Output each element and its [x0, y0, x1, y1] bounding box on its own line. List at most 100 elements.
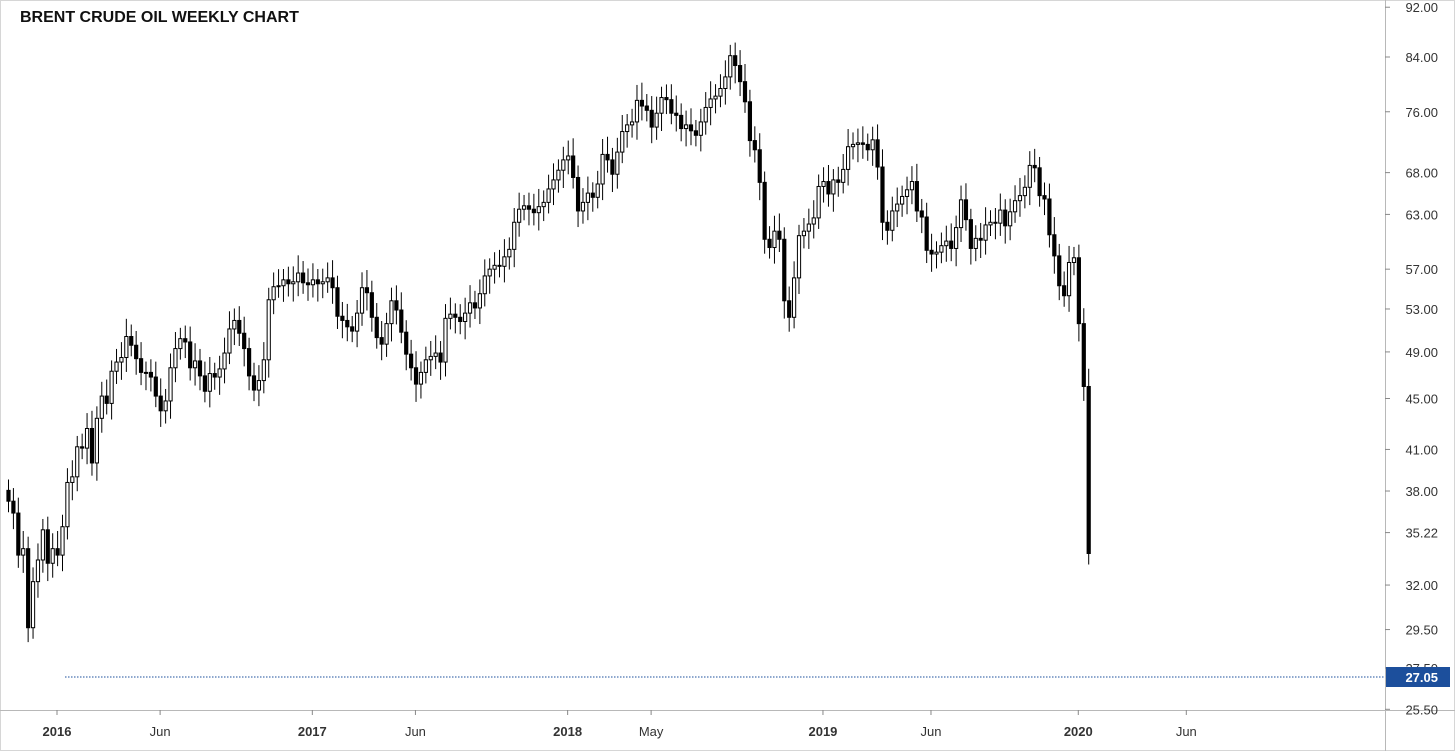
candle-body-down [752, 140, 757, 151]
candle [55, 530, 60, 567]
candle [610, 147, 615, 193]
candle [590, 182, 595, 212]
candle [129, 324, 134, 357]
candle-body-up [109, 370, 114, 404]
candle-body-down [413, 367, 419, 385]
candle [84, 413, 90, 465]
candle [850, 132, 856, 160]
candle [251, 362, 257, 402]
candle-body-down [674, 112, 679, 116]
candle-body-up [846, 146, 851, 170]
candle-body-up [256, 380, 262, 391]
candle [178, 327, 183, 360]
candle [286, 266, 291, 297]
candle [359, 272, 365, 326]
candle [99, 381, 104, 433]
candle-body-up [546, 188, 551, 203]
candle-body-up [796, 235, 802, 279]
candle-body-up [1008, 211, 1013, 227]
candle [320, 268, 325, 299]
candle-body-down [787, 300, 792, 318]
candle-body-down [237, 319, 242, 334]
y-tick-label: 76.00 [1405, 105, 1438, 120]
candle-body-down [251, 375, 257, 391]
candle [487, 258, 492, 294]
candle-body-down [860, 142, 865, 145]
candle [615, 137, 620, 189]
candle-body-up [359, 287, 365, 314]
candle-body-down [669, 99, 674, 114]
candle [1052, 217, 1057, 274]
candle [212, 362, 217, 390]
candle-body-down [747, 101, 753, 142]
candle [777, 213, 782, 253]
candle-body-down [1057, 255, 1062, 287]
candle [394, 285, 399, 325]
candle [836, 166, 841, 197]
candle-body-down [757, 149, 762, 183]
candle-body-up [850, 143, 856, 148]
candle [875, 124, 880, 180]
candle-body-up [143, 371, 149, 374]
candle-body-up [173, 348, 178, 369]
candle [806, 208, 811, 249]
candle [158, 378, 163, 427]
candle-body-up [1071, 257, 1077, 263]
candle-body-up [831, 179, 836, 195]
candle [502, 239, 507, 283]
candle [1027, 151, 1032, 206]
candle [404, 320, 409, 371]
candle-body-up [870, 139, 875, 151]
candle-body-down [153, 376, 158, 397]
y-tick-label: 32.00 [1405, 578, 1438, 593]
candle [413, 351, 419, 402]
candle-body-up [217, 368, 222, 378]
candle [355, 299, 360, 348]
candle-body-down [929, 249, 934, 255]
candle-body-down [6, 489, 11, 502]
candle-body-down [438, 352, 443, 363]
y-tick-label: 84.00 [1405, 50, 1438, 65]
candle-body-down [575, 176, 581, 212]
candle [453, 303, 458, 334]
candle-body-up [423, 359, 428, 373]
candle-body-down [246, 348, 252, 377]
candle [134, 330, 139, 375]
candle-body-down [472, 302, 478, 309]
y-tick-label: 68.00 [1405, 166, 1438, 181]
candle [566, 140, 571, 175]
candle-body-down [242, 332, 247, 350]
candle [585, 176, 590, 221]
candle [305, 268, 311, 301]
candle-body-down [345, 319, 350, 328]
candle-body-down [1052, 234, 1057, 257]
candle-body-up [296, 272, 301, 283]
candle-body-up [939, 245, 944, 253]
candle-body-down [89, 427, 95, 464]
candle-body-up [904, 189, 910, 197]
candle-body-up [1066, 261, 1072, 297]
candle [978, 222, 983, 258]
candle [438, 341, 443, 380]
candle [21, 530, 26, 573]
candle [983, 207, 988, 255]
candle [497, 249, 502, 278]
candle-body-down [949, 240, 954, 249]
candle-body-up [1017, 195, 1023, 202]
candle-body-down [1032, 164, 1037, 169]
candle [698, 108, 703, 152]
x-tick-label: 2018 [553, 724, 582, 739]
candle [345, 303, 350, 342]
candle [242, 316, 247, 367]
candle-body-up [463, 312, 468, 323]
candle-body-down [1047, 198, 1052, 236]
candle [826, 164, 831, 207]
candle-body-up [944, 240, 949, 247]
candle [973, 225, 978, 262]
x-tick-label: 2019 [808, 724, 837, 739]
candle [816, 174, 821, 229]
candle-body-up [983, 224, 988, 241]
candle-body-down [571, 155, 576, 178]
candle-body-up [163, 400, 168, 412]
